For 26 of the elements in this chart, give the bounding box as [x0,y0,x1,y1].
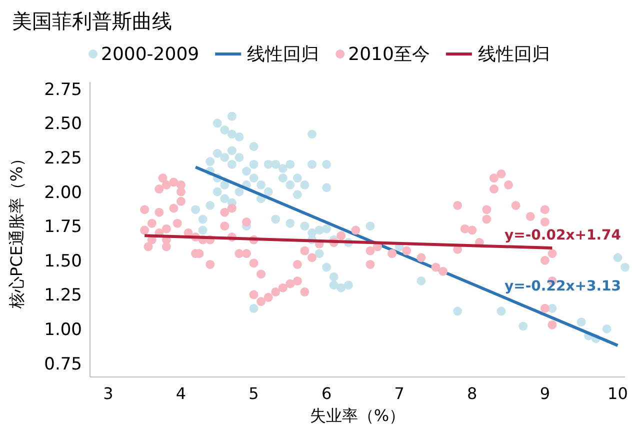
annotation: y=-0.22x+3.13 [504,278,621,295]
x-tick-label: 7 [394,384,404,403]
x-tick-label: 9 [540,384,550,403]
y-tick-label: 1.75 [44,217,82,238]
y-tick-label: 2.00 [44,182,82,203]
y-axis-title: 核心PCE通胀率（%） [7,150,26,310]
legend-label: 2000-2009 [101,44,200,65]
legend-label: 线性回归 [478,44,550,65]
x-tick-label: 3 [103,384,114,403]
y-tick-label: 2.50 [44,114,82,134]
x-axis-title: 失业率（%） [310,406,406,425]
x-tick-label: 8 [467,384,478,403]
y-tick-label: 2.75 [44,80,82,100]
x-tick-label: 5 [248,384,259,403]
y-tick-label: 2.25 [44,148,82,168]
annotation: y=-0.02x+1.74 [504,228,622,244]
x-tick-label: 6 [321,384,332,403]
y-tick-label: 1.00 [44,320,82,340]
x-tick-label: 10 [608,384,628,403]
chart-title: 美国菲利普斯曲线 [12,9,172,33]
legend-label: 线性回归 [247,44,320,65]
y-tick-label: 0.75 [44,354,82,374]
x-tick-label: 4 [176,384,186,403]
y-tick-label: 1.25 [44,286,82,306]
y-tick-label: 1.50 [44,251,82,272]
legend-label: 2010至今 [348,44,430,65]
